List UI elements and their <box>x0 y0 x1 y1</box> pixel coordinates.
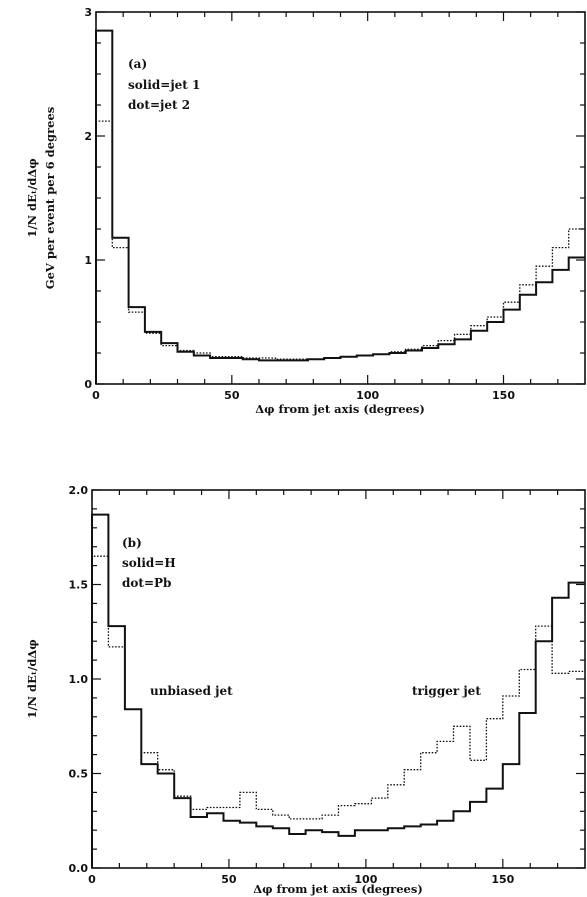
x-axis-title: Δφ from jet axis (degrees) <box>255 402 425 416</box>
y-axis-title-line1: 1/N dEₜ/dΔφ <box>25 158 39 237</box>
series-solid <box>95 29 585 384</box>
y-tick-label: 0.5 <box>69 768 89 781</box>
x-axis: 0 50 100 150 <box>92 12 559 402</box>
legend-dot: dot=Pb <box>122 576 171 590</box>
x-tick-label: 100 <box>356 389 379 402</box>
annotation-trigger-jet: trigger jet <box>412 684 481 698</box>
x-tick-label: 150 <box>492 389 515 402</box>
y-tick-label: 1.5 <box>69 579 89 592</box>
chart-panel-a: 0 50 100 150 0 1 2 3 (a) solid=jet 1 dot=jet 2… <box>25 6 586 416</box>
y-tick-label: 1.0 <box>69 673 89 686</box>
y-tick-label: 1 <box>84 254 92 267</box>
histogram-h <box>91 513 585 868</box>
plot-frame <box>91 489 586 869</box>
histogram-pb <box>91 555 585 868</box>
legend-dot: dot=jet 2 <box>128 98 190 112</box>
histogram-jet-2 <box>95 120 585 384</box>
legend-solid: solid=H <box>122 556 176 570</box>
y-axis-title: 1/N dEₜ/dΔφ <box>25 639 39 718</box>
x-tick-label: 100 <box>354 873 377 886</box>
x-axis-title: Δφ from jet axis (degrees) <box>253 882 423 896</box>
series-dot <box>91 555 585 868</box>
panel-label: (b) <box>122 536 142 550</box>
x-axis: 0 50 100 150 <box>88 490 559 886</box>
y-tick-label: 2 <box>84 130 92 143</box>
histogram-jet-1 <box>95 29 585 384</box>
y-tick-label: 0 <box>84 378 92 391</box>
series-solid <box>91 513 585 868</box>
y-tick-label: 3 <box>84 6 92 19</box>
legend-solid: solid=jet 1 <box>128 78 200 92</box>
x-tick-label: 50 <box>221 873 237 886</box>
y-axis-title-line2: GeV per event per 6 degrees <box>43 107 57 289</box>
y-tick-label: 2.0 <box>69 484 89 497</box>
annotation-unbiased-jet: unbiased jet <box>150 684 233 698</box>
chart-panel-b: 0 50 100 150 0.0 0.5 1.0 1.5 2.0 (b) solid=H do… <box>25 484 586 896</box>
series-dot <box>95 120 585 384</box>
x-tick-label: 50 <box>224 389 240 402</box>
y-tick-label: 0.0 <box>69 862 89 875</box>
y-axis: 0 1 2 3 <box>84 6 585 391</box>
x-tick-label: 0 <box>88 873 96 886</box>
panel-label: (a) <box>128 57 147 71</box>
x-tick-label: 150 <box>491 873 514 886</box>
y-axis: 0.0 0.5 1.0 1.5 2.0 <box>69 484 585 875</box>
plot-frame <box>95 11 586 385</box>
x-tick-label: 0 <box>92 389 100 402</box>
